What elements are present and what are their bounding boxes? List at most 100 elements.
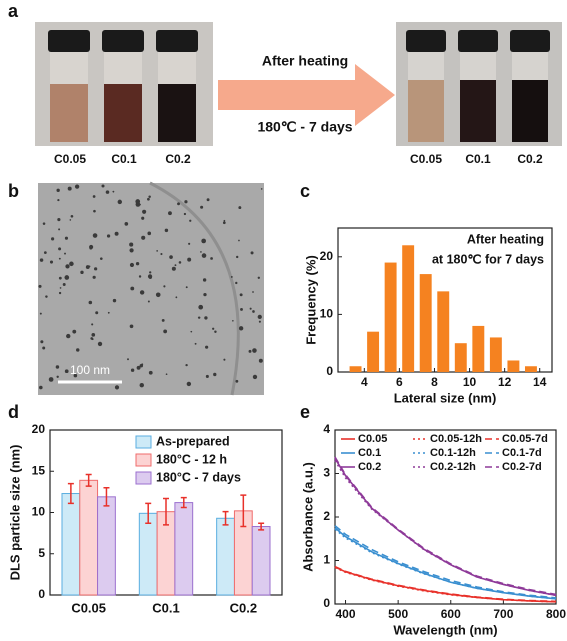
particle: [164, 228, 169, 233]
particle: [92, 233, 98, 238]
particle: [250, 251, 254, 255]
particle: [201, 253, 207, 258]
legend-swatch: [135, 471, 152, 485]
particle: [178, 261, 182, 264]
particle: [148, 370, 153, 375]
particle: [258, 358, 263, 363]
particle: [45, 295, 48, 298]
legend-label: C0.2: [358, 461, 381, 473]
particle: [185, 363, 188, 367]
particle: [213, 372, 217, 377]
vial-label: C0.1: [111, 152, 137, 166]
particle: [58, 276, 62, 280]
tem-image: [38, 183, 264, 395]
x-tick-label: C0.2: [230, 600, 257, 615]
particle: [230, 275, 233, 278]
tem-edge: [149, 181, 240, 396]
particle: [138, 275, 142, 278]
bar: [174, 502, 194, 596]
particle: [205, 345, 209, 349]
error-bar: [145, 502, 152, 524]
particle: [58, 247, 62, 251]
legend-label: 180°C - 12 h: [156, 452, 227, 466]
vial-label: C0.05: [54, 152, 86, 166]
y-tick-label: 15: [32, 463, 46, 477]
particle: [232, 319, 234, 322]
bar: [97, 496, 116, 596]
vial-label: C0.2: [517, 152, 543, 166]
bar: [216, 517, 235, 596]
particle: [214, 330, 217, 334]
particle: [223, 219, 226, 222]
particle: [252, 291, 254, 293]
particle: [72, 329, 77, 334]
particle: [236, 255, 239, 259]
x-tick-label: 12: [498, 375, 512, 389]
y-tick-label: 20: [32, 422, 46, 436]
y-tick-label: 3: [323, 466, 330, 480]
x-tick-label: 800: [546, 607, 566, 621]
legend-label: C0.05-12h: [430, 433, 482, 445]
particle: [94, 267, 98, 271]
x-axis-label: Wavelength (nm): [393, 622, 497, 637]
particle: [56, 188, 60, 192]
bar: [472, 325, 485, 372]
particle: [235, 281, 238, 285]
particle: [58, 291, 62, 295]
particle: [260, 188, 263, 190]
particle: [149, 271, 152, 274]
particle: [184, 200, 188, 204]
panel-label: c: [300, 181, 310, 201]
particle: [64, 252, 66, 255]
particle: [235, 379, 239, 383]
particle: [39, 385, 43, 390]
legend-label: C0.05-7d: [502, 433, 548, 445]
particle: [161, 318, 165, 322]
error-bar: [180, 496, 187, 509]
bar: [251, 526, 271, 596]
particle: [205, 374, 209, 378]
x-tick-label: C0.1: [152, 600, 179, 615]
particle: [257, 314, 262, 319]
y-tick-label: 0: [38, 587, 45, 601]
panel-label: e: [300, 402, 310, 422]
particle: [198, 304, 204, 310]
particle: [64, 275, 70, 280]
particle: [64, 369, 69, 374]
particle: [93, 209, 96, 213]
x-tick-label: 700: [493, 607, 513, 621]
particle: [186, 381, 192, 387]
particle: [155, 292, 161, 298]
line: [334, 565, 557, 603]
particle: [117, 199, 122, 205]
x-tick-label: 10: [463, 375, 477, 389]
particle: [58, 257, 61, 260]
x-tick-label: 6: [396, 375, 403, 389]
legend-label: C0.2-12h: [430, 461, 476, 473]
x-tick-label: C0.05: [71, 600, 106, 615]
y-tick-label: 1: [323, 553, 330, 567]
particle: [163, 329, 168, 334]
line: [334, 528, 557, 600]
particle: [160, 253, 163, 256]
particle: [69, 261, 74, 267]
legend-label: C0.1-12h: [430, 447, 476, 459]
x-axis-label: Lateral size (nm): [394, 390, 497, 405]
particle: [148, 195, 151, 198]
particle: [212, 327, 215, 330]
particle: [202, 278, 207, 282]
bar: [524, 366, 537, 372]
particle: [80, 270, 84, 275]
x-tick-label: 8: [431, 375, 438, 389]
scale-bar-label: 100 nm: [70, 363, 110, 377]
line: [334, 457, 557, 597]
particle: [124, 222, 129, 226]
particle: [91, 333, 96, 337]
particle: [127, 358, 129, 361]
particle: [189, 219, 192, 222]
particle: [43, 251, 47, 255]
particle: [95, 311, 99, 315]
particle: [90, 337, 93, 340]
bar: [61, 493, 81, 596]
particle: [101, 184, 105, 188]
